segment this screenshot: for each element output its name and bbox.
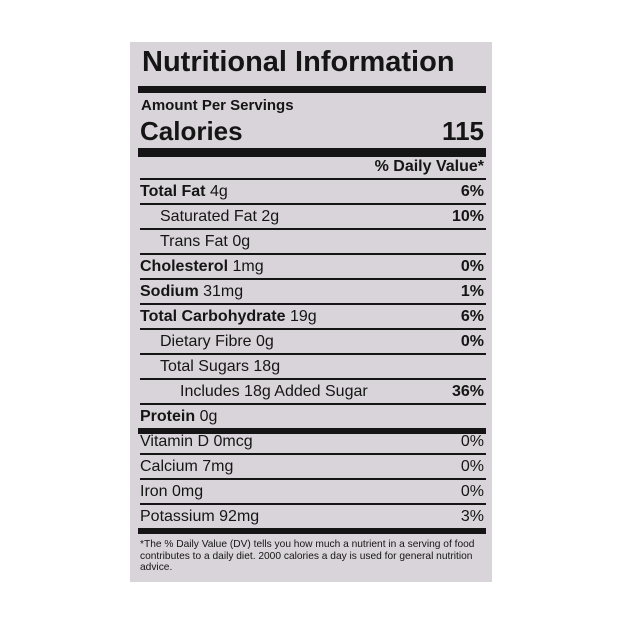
daily-value: 3% [460,508,484,525]
nutrient-amount: 0g [199,408,218,425]
daily-value: 10% [451,208,484,225]
nutrition-label: Nutritional Information Amount Per Servi… [130,42,492,582]
daily-value: 0% [460,458,484,475]
nutrient: Potassium 92mg [140,505,259,529]
nutrient: Cholesterol 1mg [140,255,264,279]
nutrient-row: Calcium 7mg 0% [140,455,486,480]
nutrient-name: Total Fat [140,183,206,200]
dv-header-row: % Daily Value* [140,155,486,180]
nutrient-row: Iron 0mg 0% [140,480,486,505]
daily-value: 6% [460,308,484,325]
nutrient-amount: 2g [261,208,280,225]
nutrient: Saturated Fat 2g [160,205,279,229]
nutrient-name: Sodium [140,283,199,300]
daily-value: 36% [451,383,484,400]
nutrient-amount: 31mg [203,283,244,300]
nutrient-row: Cholesterol 1mg 0% [140,255,486,280]
nutrient-amount: 0mcg [213,433,253,450]
nutrient-name: Saturated Fat [160,208,257,225]
title: Nutritional Information [142,46,455,78]
daily-value: 0% [460,333,484,350]
thick-rule [138,148,486,157]
nutrient: Protein 0g [140,405,217,429]
nutrient-name: Total Sugars [160,358,249,375]
nutrient-row: Total Fat 4g 6% [140,180,486,205]
nutrient-amount: 0g [256,333,274,350]
nutrient: Vitamin D 0mcg [140,430,253,454]
nutrient-amount: 19g [289,308,317,325]
nutrient-amount: 0mg [172,483,204,500]
nutrient-row: Total Carbohydrate 19g 6% [140,305,486,330]
nutrient: Trans Fat 0g [160,230,250,254]
daily-value: 1% [460,283,484,300]
nutrient-name: Vitamin D [140,433,210,450]
nutrient-row: Trans Fat 0g [140,230,486,255]
daily-value: 6% [460,183,484,200]
amount-label: Amount Per Servings [141,97,294,114]
nutrient-amount: 0g [232,233,251,250]
thick-rule [138,428,486,434]
daily-value: 0% [460,483,484,500]
nutrient-name: Cholesterol [140,258,229,275]
nutrient-row: Includes 18g Added Sugar 36% [140,380,486,405]
nutrient-amount: 7mg [202,458,234,475]
nutrient: Calcium 7mg [140,455,233,479]
nutrient-name: Dietary Fibre [160,333,252,350]
nutrient-name: Includes 18g Added Sugar [180,383,368,400]
nutrient-name: Trans Fat [160,233,228,250]
nutrient-name: Calcium [140,458,198,475]
nutrient-row: Dietary Fibre 0g 0% [140,330,486,355]
nutrient-amount: 18g [253,358,281,375]
thick-rule [138,86,486,93]
nutrient: Dietary Fibre 0g [160,330,274,354]
nutrient-amount: 92mg [219,508,260,525]
nutrient-row: Protein 0g [140,405,486,428]
nutrient-name: Total Carbohydrate [140,308,286,325]
nutrient-row: Vitamin D 0mcg 0% [140,430,486,455]
calories-label: Calories [140,116,243,146]
nutrient: Includes 18g Added Sugar [180,380,368,404]
nutrient: Sodium 31mg [140,280,243,304]
daily-value: 0% [460,433,484,450]
nutrient-name: Potassium [140,508,215,525]
nutrient-row: Total Sugars 18g [140,355,486,380]
daily-value: 0% [460,258,484,275]
nutrient-amount: 4g [209,183,228,200]
dv-header: % Daily Value* [374,158,484,175]
calories-value: 115 [442,116,484,146]
nutrient: Total Fat 4g [140,180,228,204]
nutrient-row: Sodium 31mg 1% [140,280,486,305]
nutrient: Total Carbohydrate 19g [140,305,317,329]
nutrient: Iron 0mg [140,480,203,504]
nutrient-name: Iron [140,483,168,500]
thick-rule [138,528,486,534]
footnote: *The % Daily Value (DV) tells you how mu… [140,539,475,573]
nutrient-row: Saturated Fat 2g 10% [140,205,486,230]
nutrient-amount: 1mg [232,258,264,275]
nutrient-row: Potassium 92mg 3% [140,505,486,528]
nutrient-name: Protein [140,408,196,425]
nutrient: Total Sugars 18g [160,355,280,379]
